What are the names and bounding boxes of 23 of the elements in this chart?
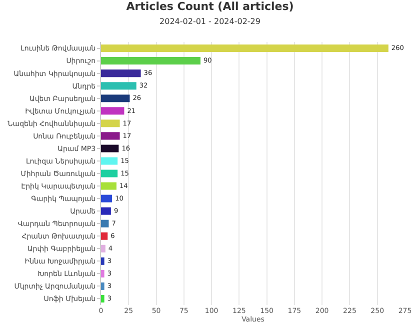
bar [101,220,109,228]
bar [101,182,116,190]
bar [101,270,104,278]
chart-title: Articles Count (All articles) [126,0,294,13]
bar [101,157,118,165]
bar [101,132,120,140]
bar [101,44,388,52]
bar [101,70,141,78]
bar [101,294,104,302]
bar [101,120,120,128]
chart-subtitle: 2024-02-01 - 2024-02-29 [160,17,260,26]
bar [101,244,106,252]
bar [101,194,112,202]
bar [101,57,200,65]
bar [101,107,124,115]
bar [101,257,104,265]
bar [101,94,130,102]
bar [101,207,111,215]
bar [101,282,104,290]
bar [101,170,118,178]
bar [101,82,136,90]
bar [101,232,108,240]
bar [101,144,119,152]
